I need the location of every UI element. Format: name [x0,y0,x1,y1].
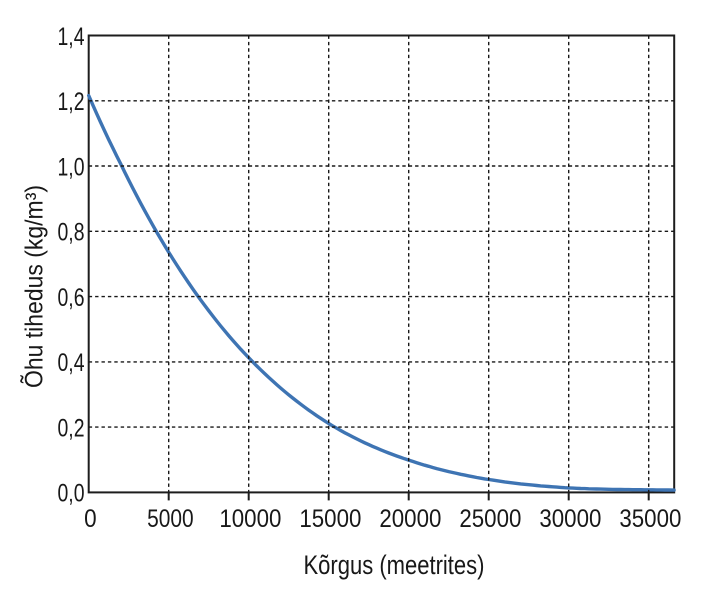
svg-text:15000: 15000 [299,505,361,533]
svg-text:1,0: 1,0 [58,153,85,181]
svg-text:0,8: 0,8 [58,219,85,247]
svg-text:20000: 20000 [379,505,441,533]
svg-text:Õhu tihedus (kg/m³): Õhu tihedus (kg/m³) [20,185,49,388]
svg-text:1,4: 1,4 [58,23,85,51]
svg-text:35000: 35000 [619,505,681,533]
svg-text:0,6: 0,6 [58,284,85,312]
svg-text:Kõrgus (meetrites): Kõrgus (meetrites) [304,550,485,580]
svg-text:30000: 30000 [539,505,601,533]
svg-text:1,2: 1,2 [58,88,85,116]
svg-text:5000: 5000 [147,505,194,533]
svg-text:0,2: 0,2 [58,414,85,442]
svg-text:10000: 10000 [219,505,281,533]
svg-text:25000: 25000 [459,505,521,533]
svg-text:0,4: 0,4 [58,349,85,377]
svg-text:0: 0 [84,505,97,533]
svg-text:0,0: 0,0 [58,480,85,508]
